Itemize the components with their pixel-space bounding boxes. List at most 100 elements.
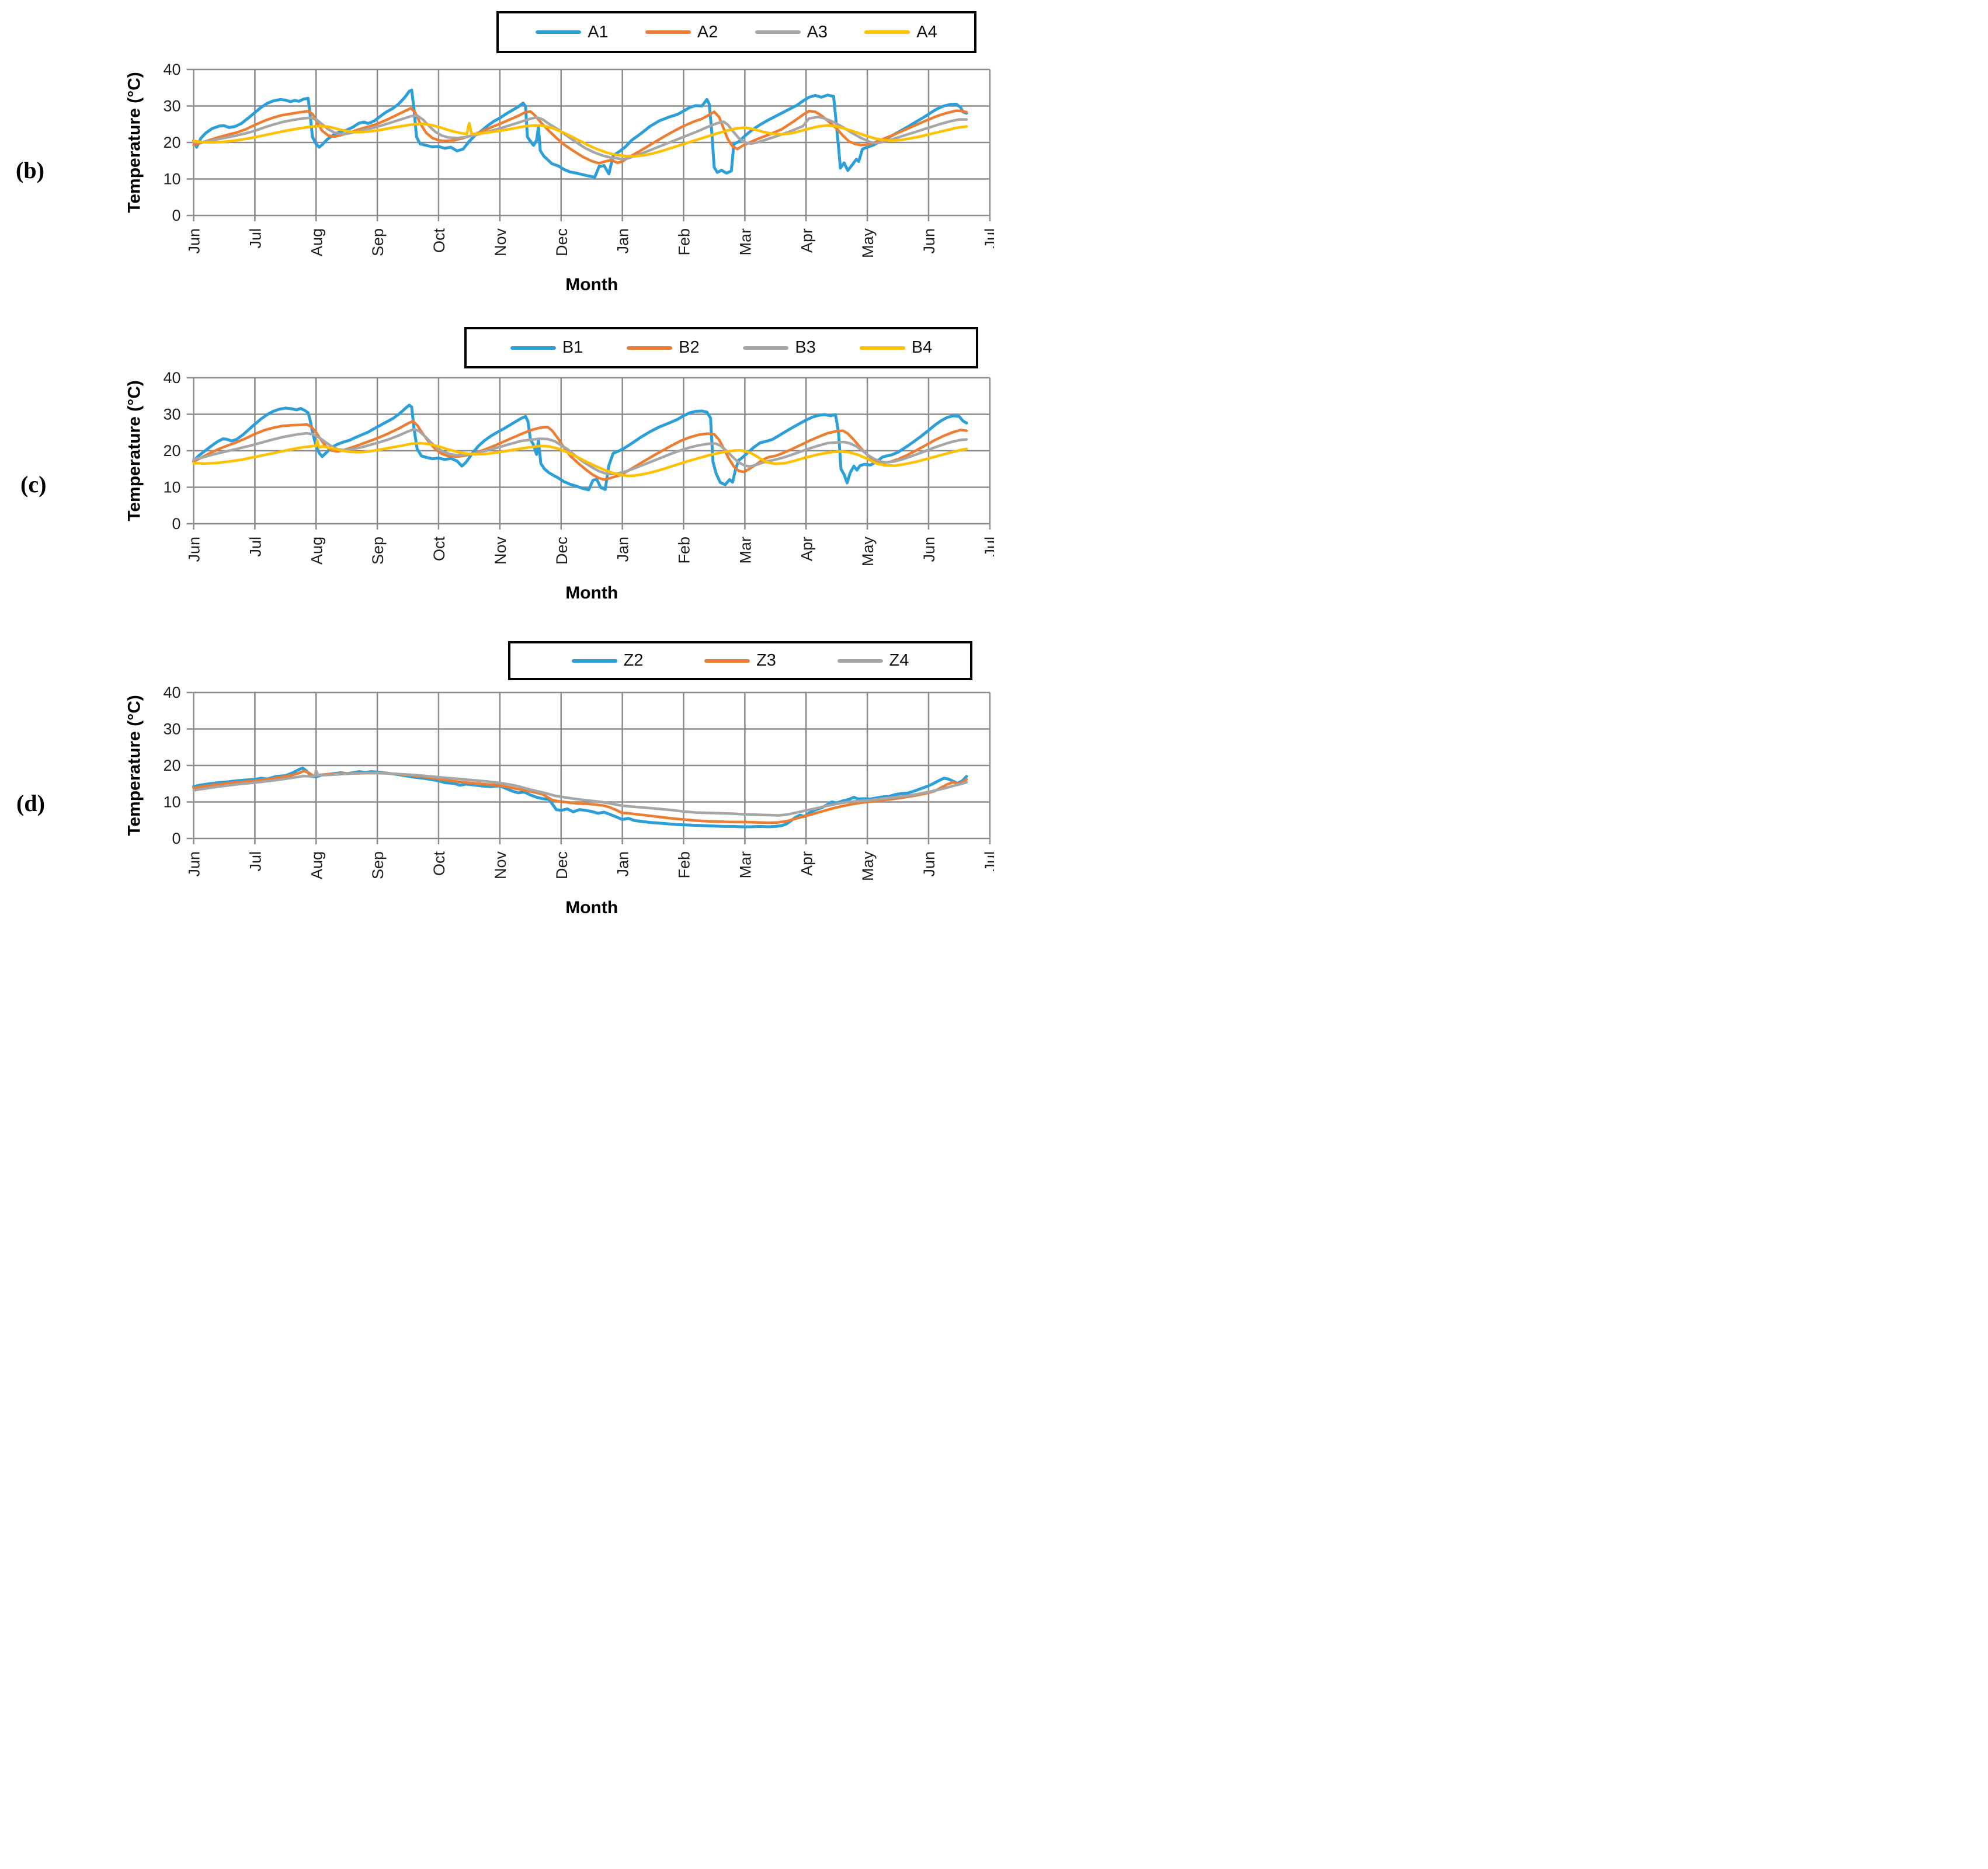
- x-tick-label: Aug: [308, 228, 325, 256]
- x-tick-label: Mar: [736, 228, 754, 256]
- y-tick-label: 30: [163, 721, 180, 738]
- y-tick-label: 30: [163, 98, 180, 115]
- series-line-A2: [192, 107, 968, 165]
- x-tick-label: Jan: [614, 537, 632, 562]
- panel-label-b: (b): [16, 157, 44, 183]
- x-tick-label: Jun: [186, 851, 203, 877]
- panel-label-d: (d): [16, 790, 45, 816]
- series-line-A4: [192, 121, 968, 158]
- series-line-A1: [192, 88, 968, 179]
- legend-label-Z3: Z3: [756, 651, 776, 670]
- x-tick-label: Feb: [676, 851, 693, 879]
- y-axis-title: Temperature (°C): [125, 695, 144, 836]
- x-tick-label: Dec: [553, 851, 571, 879]
- legend-panel-b: A1 A2 A3 A4: [496, 11, 976, 53]
- legend-label-Z4: Z4: [889, 651, 909, 670]
- x-tick-label: Apr: [798, 228, 815, 253]
- charts-canvas: 0 10 20 30 40 Jun Jul Aug Sep Oct Nov Dec Jan Feb Mar A…: [125, 61, 995, 917]
- x-tick-label: Oct: [430, 228, 448, 253]
- x-tick-label: Jan: [614, 228, 632, 254]
- legend-swatch-Z2: [571, 659, 617, 663]
- y-tick-label: 40: [163, 369, 180, 387]
- y-tick-label: 20: [163, 757, 180, 774]
- x-tick-label: Sep: [369, 851, 387, 879]
- x-tick-label: Jan: [614, 851, 632, 877]
- legend-label-A4: A4: [916, 22, 937, 41]
- x-tick-label: Nov: [492, 851, 509, 880]
- x-tick-label: Jul: [982, 228, 994, 249]
- legend-item-Z2: Z2: [571, 651, 644, 670]
- panel-label-c: (c): [20, 471, 47, 497]
- legend-swatch-A1: [536, 30, 582, 34]
- legend-swatch-A4: [864, 30, 910, 34]
- x-tick-label: Feb: [676, 228, 693, 256]
- y-tick-label: 10: [163, 479, 180, 496]
- legend-swatch-A3: [755, 30, 801, 34]
- x-tick-label: Jun: [186, 228, 203, 254]
- y-tick-label: 30: [163, 406, 180, 423]
- chart-panel-b: 0 10 20 30 40 Jun Jul Aug Sep Oct Nov Dec Jan Feb Mar A…: [125, 61, 995, 294]
- figure: 0 10 20 30 40 Jun Jul Aug Sep Oct Nov Dec Jan Feb Mar A…: [0, 0, 994, 934]
- x-tick-label: May: [859, 228, 877, 259]
- x-tick-label: Jul: [246, 537, 264, 557]
- x-axis-title: Month: [565, 898, 618, 917]
- legend-label-Z2: Z2: [623, 651, 644, 670]
- x-tick-label: Mar: [736, 537, 754, 564]
- x-axis-title: Month: [565, 583, 618, 603]
- legend-label-A1: A1: [588, 22, 609, 41]
- x-tick-label: Feb: [676, 537, 693, 564]
- x-tick-label: Nov: [492, 537, 509, 565]
- legend-item-A1: A1: [536, 22, 609, 41]
- legend-panel-d: Z2 Z3 Z4: [508, 641, 972, 680]
- x-tick-label: Sep: [369, 228, 387, 256]
- x-tick-label: Mar: [736, 851, 754, 879]
- x-tick-label: Dec: [553, 228, 571, 256]
- x-tick-label: Dec: [553, 537, 571, 565]
- legend-swatch-Z4: [837, 659, 883, 663]
- series-line-Z4: [192, 769, 968, 817]
- x-tick-label: Sep: [369, 537, 387, 565]
- legend-label-B2: B2: [679, 338, 700, 357]
- x-tick-label: Jun: [920, 851, 938, 877]
- legend-item-B2: B2: [627, 338, 700, 357]
- x-tick-label: May: [859, 537, 877, 567]
- legend-label-B3: B3: [795, 338, 816, 357]
- legend-panel-c: B1 B2 B3 B4: [464, 327, 978, 368]
- legend-label-B1: B1: [562, 338, 583, 357]
- x-tick-label: Aug: [308, 851, 325, 879]
- y-axis-title: Temperature (°C): [125, 72, 144, 213]
- legend-label-B4: B4: [911, 338, 933, 357]
- legend-swatch-B3: [743, 346, 789, 350]
- x-tick-label: Jul: [982, 537, 994, 557]
- series-line-B4: [192, 439, 968, 478]
- legend-item-A4: A4: [864, 22, 937, 41]
- y-tick-label: 10: [163, 170, 180, 188]
- legend-swatch-Z3: [704, 659, 750, 663]
- x-tick-label: Nov: [492, 228, 509, 257]
- legend-swatch-B4: [859, 346, 905, 350]
- x-tick-label: Oct: [430, 537, 448, 562]
- x-tick-label: Jun: [920, 228, 938, 254]
- legend-label-A3: A3: [807, 22, 828, 41]
- x-tick-label: Jun: [186, 537, 203, 562]
- legend-item-B4: B4: [859, 338, 933, 357]
- y-tick-label: 10: [163, 793, 180, 811]
- legend-item-B1: B1: [510, 339, 583, 356]
- y-tick-label: 0: [172, 515, 180, 532]
- x-tick-label: Jul: [246, 851, 264, 872]
- y-tick-label: 20: [163, 442, 180, 460]
- chart-panel-d: 0 10 20 30 40 Jun Jul Aug Sep Oct Nov Dec Jan Feb Mar A…: [125, 684, 995, 917]
- legend-item-A3: A3: [755, 22, 828, 41]
- y-tick-label: 20: [163, 134, 180, 151]
- legend-item-A2: A2: [645, 23, 718, 41]
- x-axis-title: Month: [565, 275, 618, 294]
- y-tick-label: 0: [172, 830, 180, 847]
- y-tick-label: 40: [163, 684, 180, 701]
- legend-item-B3: B3: [743, 338, 816, 357]
- x-tick-label: Jun: [920, 537, 938, 562]
- y-axis-title: Temperature (°C): [125, 380, 144, 521]
- x-tick-label: Jul: [246, 228, 264, 249]
- legend-swatch-A2: [645, 30, 691, 34]
- x-tick-label: Oct: [430, 851, 448, 876]
- legend-item-Z4: Z4: [837, 652, 909, 669]
